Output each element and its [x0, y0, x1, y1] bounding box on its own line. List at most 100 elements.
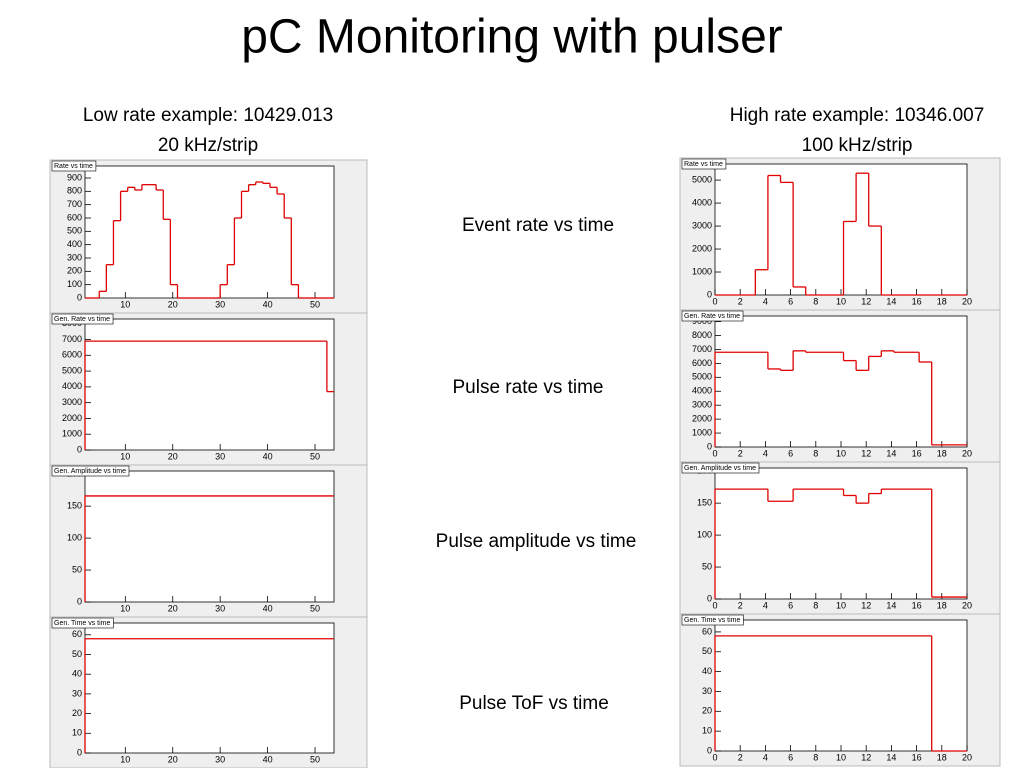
y-tick-label: 1000: [692, 427, 712, 437]
x-tick-label: 8: [813, 296, 818, 306]
chart-title-box: [681, 462, 760, 474]
x-tick-label: 18: [937, 752, 947, 762]
x-tick-label: 18: [937, 448, 947, 458]
x-tick-label: 20: [168, 603, 178, 613]
x-tick-label: 14: [886, 752, 896, 762]
x-tick-label: 20: [962, 600, 972, 610]
x-tick-label: 16: [912, 448, 922, 458]
chart-title-box: [681, 310, 744, 322]
plot-frame: [84, 165, 335, 299]
chart-title-box: [51, 160, 97, 172]
y-tick-label: 0: [707, 745, 712, 755]
x-tick-label: 6: [788, 752, 793, 762]
row-label: Event rate vs time: [462, 215, 614, 236]
x-tick-label: 14: [886, 600, 896, 610]
y-tick-label: 7000: [62, 334, 82, 344]
x-tick-label: 20: [168, 451, 178, 461]
y-tick-label: 150: [67, 501, 82, 511]
plot-frame: [84, 470, 335, 603]
y-tick-label: 60: [702, 626, 712, 636]
chart-title-box: [51, 617, 114, 629]
y-tick-label: 0: [707, 289, 712, 299]
chart-title: Gen. Time vs time: [684, 617, 741, 624]
plot-frame: [714, 163, 968, 296]
y-tick-label: 700: [67, 199, 82, 209]
y-tick-label: 100: [697, 529, 712, 539]
y-tick-label: 40: [72, 669, 82, 679]
y-tick-label: 30: [702, 686, 712, 696]
plot-frame: [84, 622, 335, 754]
x-tick-label: 10: [120, 451, 130, 461]
x-tick-label: 14: [886, 448, 896, 458]
x-tick-label: 12: [861, 296, 871, 306]
plot-frame: [714, 619, 968, 752]
x-tick-label: 10: [836, 448, 846, 458]
x-tick-label: 12: [861, 600, 871, 610]
x-tick-label: 20: [962, 752, 972, 762]
plot-frame: [84, 318, 335, 451]
y-tick-label: 300: [67, 252, 82, 262]
x-tick-label: 2: [738, 600, 743, 610]
chart-title-box: [681, 158, 727, 170]
x-tick-label: 18: [937, 296, 947, 306]
x-tick-label: 18: [937, 600, 947, 610]
y-tick-label: 20: [72, 708, 82, 718]
chart-title: Gen. Time vs time: [54, 620, 111, 627]
y-tick-label: 1000: [692, 266, 712, 276]
x-tick-label: 10: [120, 603, 130, 613]
x-tick-label: 40: [263, 603, 273, 613]
x-tick-label: 30: [215, 603, 225, 613]
x-tick-label: 20: [168, 754, 178, 764]
y-tick-label: 1000: [62, 429, 82, 439]
plot-frame: [714, 315, 968, 448]
x-tick-label: 10: [120, 299, 130, 309]
y-tick-label: 100: [67, 279, 82, 289]
x-tick-label: 14: [886, 296, 896, 306]
x-tick-label: 2: [738, 448, 743, 458]
x-tick-label: 20: [168, 299, 178, 309]
x-tick-label: 0: [712, 752, 717, 762]
left-subheading: 20 kHz/strip: [158, 135, 258, 156]
x-tick-label: 8: [813, 752, 818, 762]
row-label: Pulse rate vs time: [453, 377, 604, 398]
left-heading: Low rate example: 10429.013: [83, 105, 333, 126]
x-tick-label: 12: [861, 752, 871, 762]
row-label: Pulse amplitude vs time: [436, 531, 637, 552]
x-tick-label: 6: [788, 448, 793, 458]
row-label: Pulse ToF vs time: [459, 693, 609, 714]
y-tick-label: 800: [67, 186, 82, 196]
y-tick-label: 4000: [692, 197, 712, 207]
chart-title: Gen. Rate vs time: [684, 313, 740, 320]
y-tick-label: 500: [67, 226, 82, 236]
y-tick-label: 150: [697, 498, 712, 508]
y-tick-label: 60: [72, 629, 82, 639]
y-tick-label: 7000: [692, 344, 712, 354]
y-tick-label: 0: [707, 593, 712, 603]
x-tick-label: 10: [836, 296, 846, 306]
y-tick-label: 50: [72, 649, 82, 659]
y-tick-label: 3000: [692, 220, 712, 230]
x-tick-label: 10: [836, 752, 846, 762]
y-tick-label: 3000: [692, 400, 712, 410]
y-tick-label: 100: [67, 532, 82, 542]
x-tick-label: 20: [962, 296, 972, 306]
x-tick-label: 40: [263, 451, 273, 461]
x-tick-label: 16: [912, 296, 922, 306]
y-tick-label: 6000: [692, 358, 712, 368]
y-tick-label: 2000: [692, 243, 712, 253]
x-tick-label: 50: [310, 451, 320, 461]
slide-title: pC Monitoring with pulser: [241, 11, 783, 64]
y-tick-label: 3000: [62, 397, 82, 407]
x-tick-label: 30: [215, 451, 225, 461]
y-tick-label: 2000: [692, 414, 712, 424]
x-tick-label: 4: [763, 600, 768, 610]
x-tick-label: 0: [712, 448, 717, 458]
x-tick-label: 4: [763, 752, 768, 762]
chart-title: Gen. Rate vs time: [54, 316, 110, 323]
y-tick-label: 50: [72, 564, 82, 574]
plot-frame: [714, 467, 968, 600]
x-tick-label: 0: [712, 600, 717, 610]
chart-title-box: [681, 614, 744, 626]
